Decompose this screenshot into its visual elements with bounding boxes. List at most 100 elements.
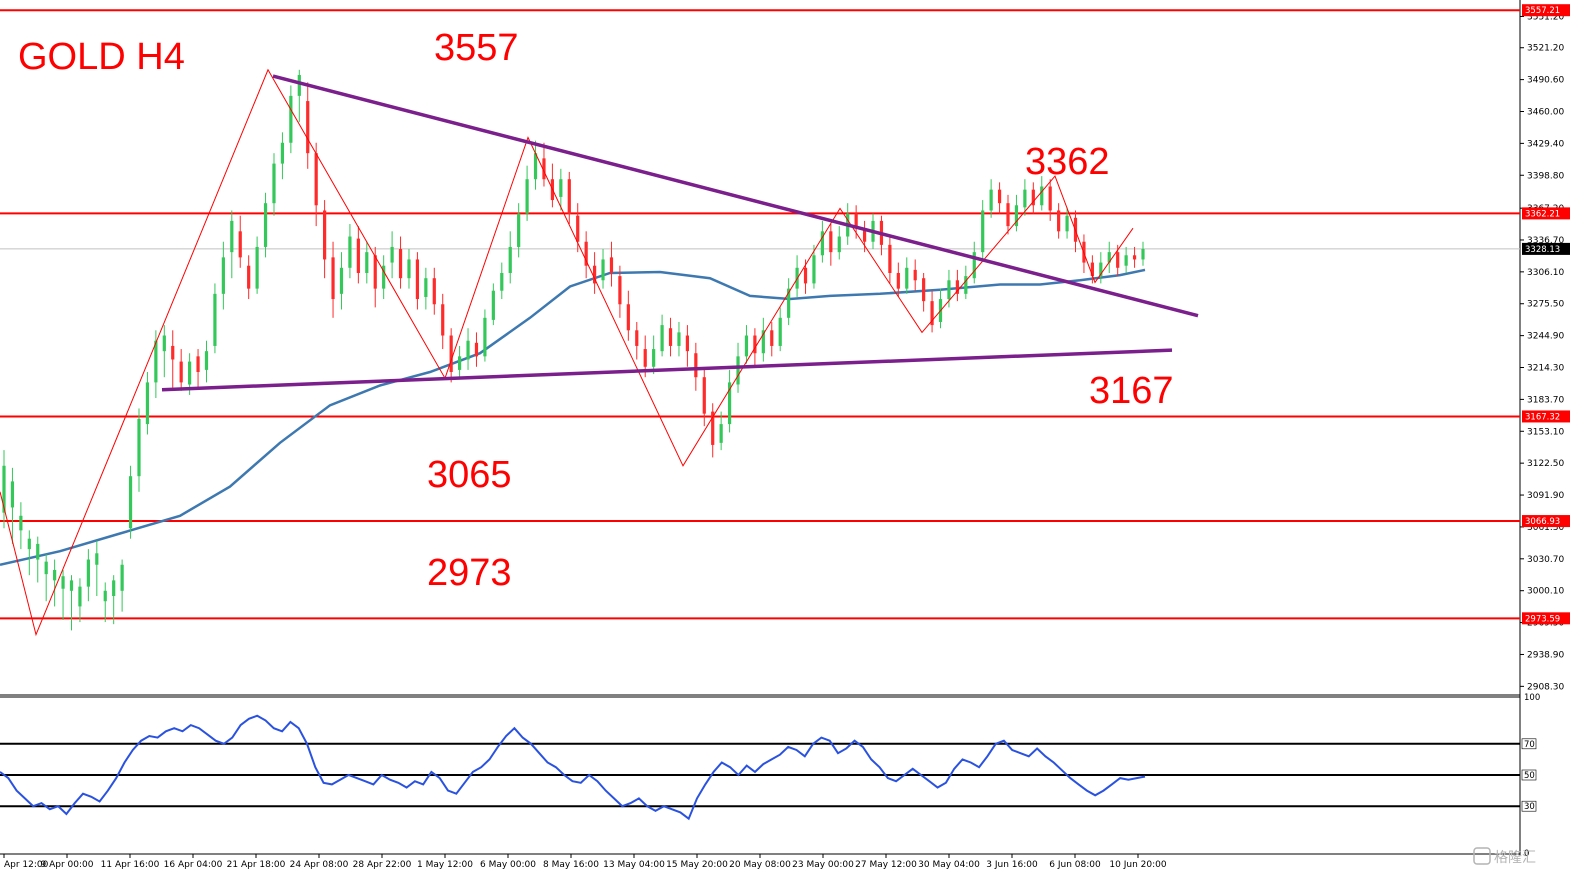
candle-body <box>694 353 698 378</box>
price-tick-label: 3306.10 <box>1527 268 1564 278</box>
candle-body <box>753 335 757 354</box>
annotation-3065: 3065 <box>427 454 512 496</box>
price-tick-label: 3551.20 <box>1527 12 1564 22</box>
watermark-logo-icon <box>1473 847 1491 865</box>
candle-body <box>120 564 124 591</box>
candle-body <box>702 377 706 414</box>
candle-body <box>685 335 689 352</box>
candle-body <box>736 356 740 385</box>
candle-body <box>677 332 681 346</box>
price-tick-label: 3183.70 <box>1527 395 1564 405</box>
price-tick-label: 3153.10 <box>1527 427 1564 437</box>
candle-body <box>458 356 462 370</box>
time-tick-label: 3 Jun 16:00 <box>986 860 1038 870</box>
candle-body <box>272 163 276 204</box>
candle-body <box>930 301 934 326</box>
candle-body <box>533 153 538 180</box>
candle-body <box>483 317 487 357</box>
candle-body <box>331 257 335 300</box>
time-tick-label: Apr 12:00 <box>4 860 49 870</box>
candle-body <box>626 304 630 331</box>
candle-body <box>154 340 158 383</box>
candle-body <box>567 179 571 214</box>
candle-body <box>997 189 1002 204</box>
candle-body <box>297 75 301 96</box>
candle-body <box>947 280 951 300</box>
candle-body <box>525 179 529 214</box>
level-label: 2973.59 <box>1525 614 1560 624</box>
candle-body <box>415 259 420 300</box>
candle-body <box>719 424 723 443</box>
candle-body <box>356 238 360 273</box>
candle-body <box>922 278 926 302</box>
candle-body <box>576 215 580 242</box>
candle-body <box>1141 249 1145 260</box>
candle-body <box>652 349 656 367</box>
rsi-line <box>0 714 1146 821</box>
candle-body <box>306 101 310 154</box>
trendlines-layer <box>161 74 1199 392</box>
level-label: 3167.32 <box>1525 412 1560 422</box>
level-label: 3066.93 <box>1525 517 1560 527</box>
candle-body <box>854 213 858 229</box>
candle-body <box>19 515 23 531</box>
candle-body <box>1124 255 1128 266</box>
current-price-label: 3328.13 <box>1525 245 1560 255</box>
candle-body <box>787 288 791 318</box>
time-tick-label: 1 May 12:00 <box>417 860 473 870</box>
trendline-resistance <box>272 74 1199 318</box>
rsi-level-tag <box>1521 769 1537 781</box>
level-tag <box>1522 410 1570 423</box>
rsi-level-tag <box>1521 800 1537 812</box>
candle-body <box>280 142 285 164</box>
candle-body <box>711 411 715 445</box>
price-tick-label: 3030.70 <box>1527 555 1564 565</box>
axes-layer: 3551.20 3521.20 3490.60 3460.00 3429.40 3398.… <box>3 4 1570 870</box>
candle-body <box>727 382 732 425</box>
time-tick-label: 6 May 00:00 <box>480 860 536 870</box>
candle-body <box>1116 252 1120 268</box>
time-tick-label: 30 May 04:00 <box>918 860 980 870</box>
candle-body <box>44 561 48 575</box>
candle-body <box>618 276 622 305</box>
candle-body <box>989 189 993 211</box>
candle-body <box>441 304 445 336</box>
time-tick-label: 20 May 08:00 <box>729 860 791 870</box>
annotation-3167: 3167 <box>1089 370 1174 412</box>
rsi-level-tag <box>1521 738 1537 750</box>
trendline-support <box>161 348 1173 392</box>
annotation-3557: 3557 <box>434 27 519 69</box>
time-tick-label: 21 Apr 18:00 <box>227 860 286 870</box>
level-tag <box>1522 612 1570 625</box>
candle-body <box>27 538 31 550</box>
candle-body <box>1132 255 1137 260</box>
candle-body <box>263 203 268 247</box>
candle-body <box>390 246 394 263</box>
candle-body <box>803 267 808 284</box>
candle-body <box>204 351 209 370</box>
candle-body <box>820 231 824 256</box>
annotation-3362: 3362 <box>1025 141 1110 183</box>
candle-body <box>230 220 234 253</box>
candle-body <box>103 590 107 602</box>
candle-body <box>78 586 82 607</box>
candle-body <box>188 361 192 385</box>
price-tick-label: 3460.00 <box>1527 107 1564 117</box>
time-tick-label: 8 May 16:00 <box>543 860 599 870</box>
candle-body <box>365 252 369 273</box>
candle-body <box>812 255 816 284</box>
rsi-tick-label: 30 <box>1524 802 1535 812</box>
time-tick-label: 16 Apr 04:00 <box>164 860 223 870</box>
candle-body <box>171 345 175 360</box>
candle-body <box>635 330 639 346</box>
candle-body <box>972 252 976 279</box>
time-tick-label: 15 May 20:00 <box>666 860 728 870</box>
candle-body <box>95 553 99 565</box>
candle-body <box>373 255 377 289</box>
candle-body <box>964 276 968 294</box>
candle-body <box>1006 203 1010 227</box>
candle-body <box>1023 189 1027 208</box>
candle-body <box>888 244 892 273</box>
candle-body <box>247 265 251 289</box>
